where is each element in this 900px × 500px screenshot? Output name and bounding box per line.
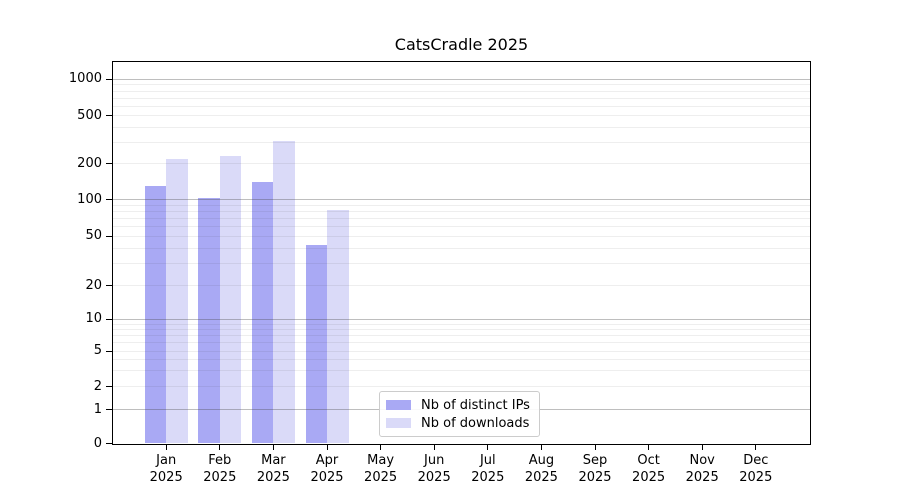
legend-swatch-downloads	[386, 418, 411, 428]
bar-distinct-ips	[251, 182, 274, 444]
bar-downloads	[219, 156, 242, 444]
legend-label-distinct-ips: Nb of distinct IPs	[421, 397, 530, 413]
legend-item-downloads: Nb of downloads	[386, 415, 530, 431]
y-tick-label: 1	[93, 401, 102, 417]
y-tick-label: 0	[93, 435, 102, 451]
y-tick-mark	[106, 443, 112, 444]
legend-label-downloads: Nb of downloads	[421, 415, 530, 431]
y-tick-mark	[106, 285, 112, 286]
bar-distinct-ips	[198, 197, 220, 444]
x-tick-label: May 2025	[364, 452, 398, 485]
x-tick-label: Aug 2025	[524, 452, 558, 485]
x-tick-label: Apr 2025	[310, 452, 344, 485]
y-tick-label: 50	[85, 228, 102, 243]
y-tick-label: 10	[85, 311, 102, 327]
legend-item-distinct-ips: Nb of distinct IPs	[386, 397, 530, 413]
x-tick-label: Nov 2025	[685, 452, 719, 485]
y-tick-mark	[106, 163, 112, 165]
x-tick-mark	[272, 443, 274, 450]
x-tick-mark	[701, 443, 703, 450]
x-tick-mark	[219, 443, 221, 450]
y-tick-label: 2	[93, 378, 102, 394]
y-tick-mark	[106, 386, 112, 387]
x-tick-label: Jun 2025	[417, 452, 451, 485]
y-tick-label: 500	[77, 107, 102, 123]
y-tick-mark	[106, 318, 112, 320]
x-tick-label: Jan 2025	[149, 452, 183, 485]
y-tick-label: 5	[93, 343, 102, 358]
x-tick-mark	[540, 443, 542, 450]
bar-downloads	[273, 140, 295, 444]
y-tick-label: 100	[77, 191, 102, 207]
y-tick-mark	[106, 235, 112, 237]
y-tick-label: 200	[77, 155, 102, 171]
x-tick-label: Sep 2025	[578, 452, 612, 485]
chart-title: CatsCradle 2025	[394, 35, 529, 54]
y-tick-mark	[106, 199, 112, 200]
x-tick-label: Jul 2025	[471, 452, 505, 485]
bar-distinct-ips	[305, 245, 327, 444]
x-tick-mark	[755, 443, 757, 450]
x-tick-label: Oct 2025	[632, 452, 666, 485]
x-tick-mark	[326, 443, 328, 450]
y-tick-label: 20	[85, 277, 102, 293]
legend-swatch-distinct-ips	[386, 400, 411, 410]
y-tick-label: 1000	[68, 71, 102, 87]
legend: Nb of distinct IPs Nb of downloads	[379, 391, 540, 437]
x-tick-mark	[165, 443, 167, 450]
x-tick-mark	[648, 443, 650, 450]
bar-downloads	[327, 209, 349, 444]
x-tick-label: Dec 2025	[739, 452, 773, 485]
plot-area: Nb of distinct IPs Nb of downloads	[112, 61, 811, 445]
x-tick-label: Mar 2025	[256, 452, 290, 485]
x-tick-mark	[594, 443, 596, 450]
bars-layer	[113, 62, 810, 444]
x-tick-mark	[433, 443, 435, 450]
x-tick-mark	[380, 443, 382, 450]
y-tick-mark	[106, 78, 112, 80]
y-tick-mark	[106, 350, 112, 352]
y-tick-mark	[106, 115, 112, 117]
bar-distinct-ips	[144, 185, 167, 444]
bar-downloads	[166, 158, 188, 444]
x-tick-mark	[487, 443, 489, 450]
x-tick-label: Feb 2025	[203, 452, 237, 485]
y-tick-mark	[106, 409, 112, 410]
